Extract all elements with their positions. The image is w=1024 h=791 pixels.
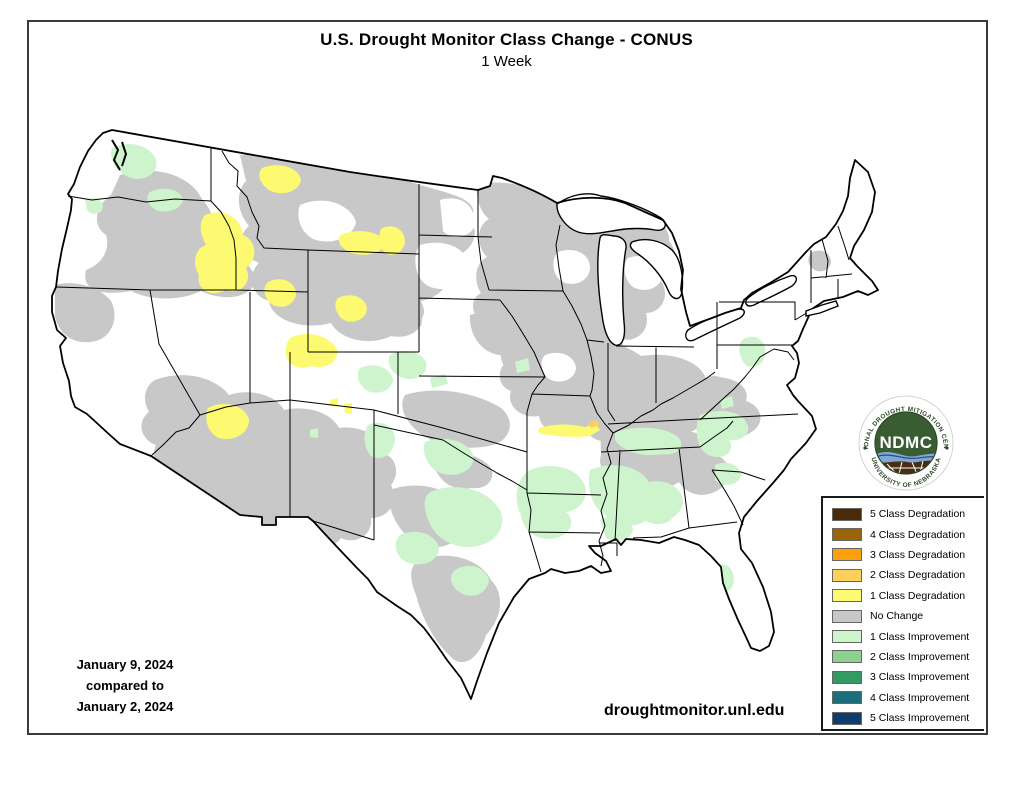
legend-swatch-3-class-degradation (832, 548, 862, 562)
ndmc-logo: NDMC NATIONAL DROUGHT MITIGATION CENTER … (857, 394, 954, 491)
lake-superior (556, 193, 666, 235)
legend-item: 2 Class Degradation (832, 565, 984, 585)
patches-degradation-2 (588, 420, 600, 428)
legend-item: 3 Class Improvement (832, 667, 984, 687)
logo-river (875, 451, 937, 463)
lake-ontario (745, 274, 797, 307)
legend-item: 2 Class Improvement (832, 647, 984, 667)
legend-item: 4 Class Degradation (832, 524, 984, 544)
legend-swatch-no-change (832, 609, 862, 623)
legend-swatch-5-class-improvement (832, 711, 862, 725)
legend-swatch-1-class-improvement (832, 630, 862, 644)
legend-swatch-3-class-improvement (832, 670, 862, 684)
date-line-3: January 2, 2024 (76, 698, 174, 714)
puget-sound (111, 139, 128, 171)
patches-no-data (298, 198, 663, 382)
legend-swatch-4-class-degradation (832, 528, 862, 542)
legend: 5 Class Degradation 4 Class Degradation … (821, 496, 984, 731)
legend-swatch-2-class-degradation (832, 568, 862, 582)
state-borders (55, 148, 853, 573)
great-lakes (556, 193, 797, 346)
legend-item: No Change (832, 606, 984, 626)
legend-item: 5 Class Degradation (832, 504, 984, 524)
date-line-1: January 9, 2024 (76, 657, 174, 672)
legend-item: 5 Class Improvement (832, 708, 984, 728)
website-url: droughtmonitor.unl.edu (604, 702, 785, 719)
logo-wordmark: NDMC (880, 433, 933, 452)
legend-swatch-1-class-degradation (832, 589, 862, 603)
legend-swatch-5-class-degradation (832, 507, 862, 521)
page-subtitle: 1 Week (481, 53, 532, 70)
legend-swatch-2-class-improvement (832, 650, 862, 664)
national-boundary (51, 129, 879, 700)
legend-item: 1 Class Degradation (832, 586, 984, 606)
date-comparison: January 9, 2024 compared to January 2, 2… (40, 655, 210, 717)
lake-michigan (597, 234, 627, 346)
legend-item: 1 Class Improvement (832, 626, 984, 646)
page-title: U.S. Drought Monitor Class Change - CONU… (320, 30, 693, 49)
patches-degradation-1 (195, 165, 600, 440)
legend-item: 3 Class Degradation (832, 545, 984, 565)
legend-item: 4 Class Improvement (832, 688, 984, 708)
title-block: U.S. Drought Monitor Class Change - CONU… (27, 30, 986, 70)
drought-patches (55, 143, 831, 663)
lake-huron (629, 238, 684, 300)
long-island (805, 300, 839, 317)
date-line-2: compared to (85, 677, 164, 693)
legend-swatch-4-class-improvement (832, 691, 862, 705)
